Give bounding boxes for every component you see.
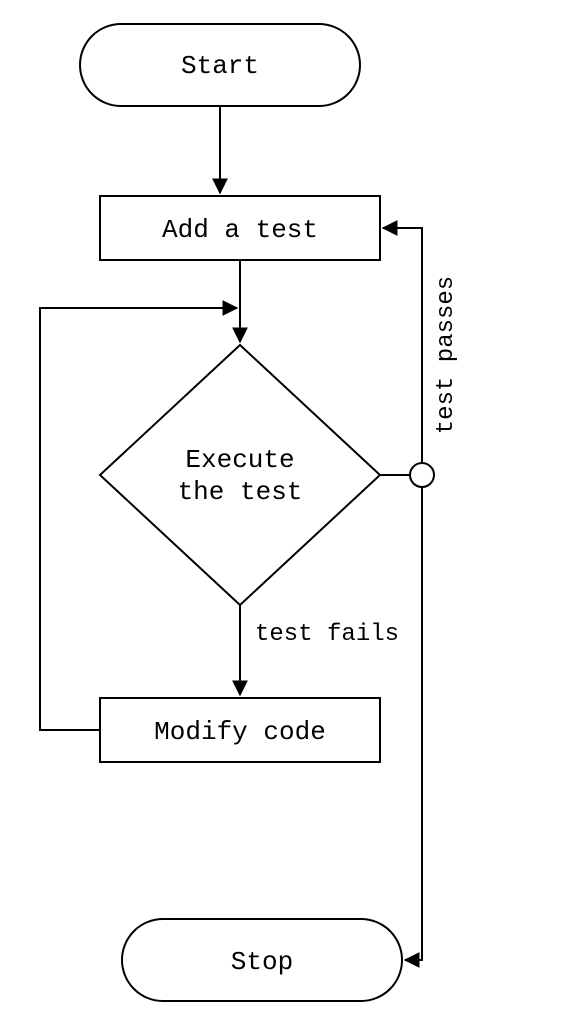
node-add-test-label: Add a test	[162, 215, 318, 245]
node-modify-code: Modify code	[100, 698, 380, 762]
edge-pass-label: test passes	[433, 276, 460, 434]
edge-pass-to-stop	[405, 487, 422, 960]
node-execute-test: Execute the test	[100, 345, 380, 605]
node-start: Start	[80, 24, 360, 106]
edge-modify-loop	[40, 308, 237, 730]
flowchart-canvas: Start Add a test Execute the test test f…	[0, 0, 570, 1028]
junction-pass	[410, 463, 434, 487]
edge-pass-to-add	[383, 228, 422, 463]
edge-fail-label: test fails	[255, 621, 399, 648]
node-execute-label-2: the test	[178, 477, 303, 507]
node-modify-code-label: Modify code	[154, 717, 326, 747]
node-start-label: Start	[181, 51, 259, 81]
node-stop-label: Stop	[231, 947, 293, 977]
node-execute-label-1: Execute	[185, 445, 294, 475]
node-stop: Stop	[122, 919, 402, 1001]
node-add-test: Add a test	[100, 196, 380, 260]
